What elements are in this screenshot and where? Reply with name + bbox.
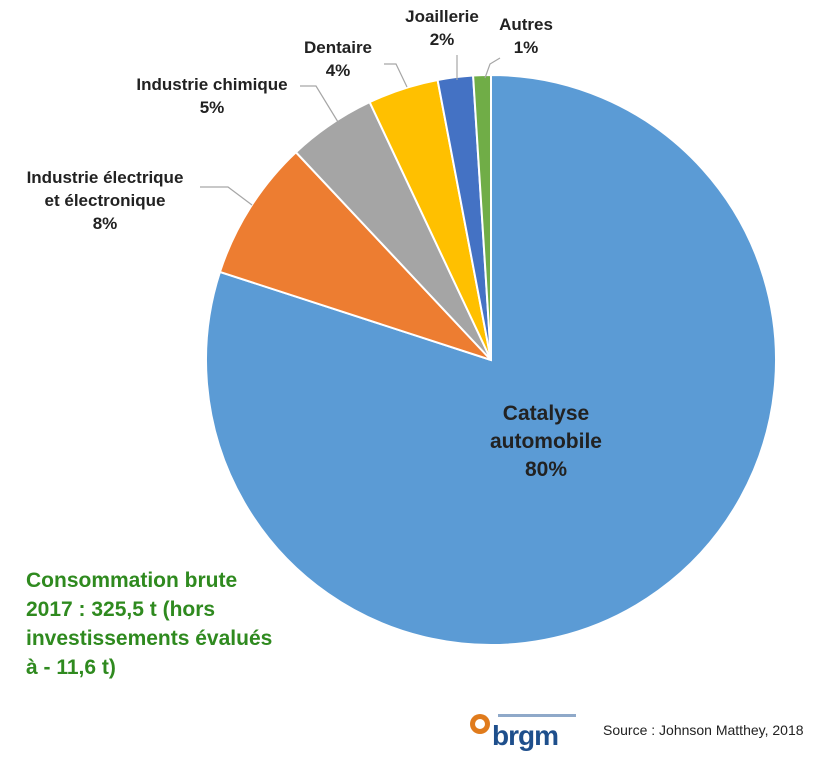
slice-label-5-line-1: 1% — [514, 38, 539, 57]
brgm-tagline-mark — [498, 714, 576, 717]
slice-label-4-line-1: 2% — [430, 30, 455, 49]
note-line-1: Consommation brute — [26, 569, 238, 592]
slice-label-1: Industrie électrique et électronique 8% — [27, 168, 184, 233]
slice-label-3: Dentaire 4% — [304, 38, 372, 80]
slice-label-1-line-0: Industrie électrique — [27, 168, 184, 187]
note-line-3: investissements évalués — [26, 627, 273, 650]
leader-line-1 — [200, 186, 253, 206]
footer: brgm Source : Johnson Matthey, 2018 — [466, 712, 826, 751]
source-caption: Source : Johnson Matthey, 2018 — [603, 722, 804, 738]
slice-label-3-line-0: Dentaire — [304, 38, 372, 57]
slice-label-2-line-1: 5% — [200, 98, 225, 117]
leader-line-2 — [300, 85, 339, 123]
slice-label-5: Autres 1% — [499, 15, 553, 57]
slice-label-3-line-1: 4% — [326, 61, 351, 80]
slice-label-2: Industrie chimique 5% — [136, 75, 287, 117]
slice-label-1-line-2: 8% — [93, 214, 118, 233]
slice-label-2-line-0: Industrie chimique — [136, 75, 287, 94]
leader-line-3 — [384, 63, 408, 88]
slice-label-0-line-1: automobile — [490, 430, 602, 453]
slice-label-4-line-0: Joaillerie — [405, 7, 479, 26]
pie-slice-5 — [472, 73, 492, 361]
leader-line-5 — [484, 57, 501, 79]
brgm-logo-text: brgm — [492, 720, 559, 751]
consumption-note: Consommation brute 2017 : 325,5 t (hors … — [26, 566, 326, 682]
pie-chart: Catalyse automobile 80% Industrie électriqu… — [27, 7, 777, 646]
slice-label-0-line-0: Catalyse — [503, 402, 589, 425]
note-line-2: 2017 : 325,5 t (hors — [26, 598, 216, 621]
slice-label-0-line-2: 80% — [525, 458, 567, 481]
brgm-logo-icon — [470, 714, 490, 734]
note-line-4: à - 11,6 t) — [26, 656, 116, 679]
slice-label-4: Joaillerie 2% — [405, 7, 479, 49]
slice-label-1-line-1: et électronique — [45, 191, 166, 210]
brgm-logo: brgm — [466, 712, 576, 751]
pie-slice-1 — [218, 150, 492, 361]
slice-label-5-line-0: Autres — [499, 15, 553, 34]
slice-label-0: Catalyse automobile 80% — [490, 402, 602, 481]
